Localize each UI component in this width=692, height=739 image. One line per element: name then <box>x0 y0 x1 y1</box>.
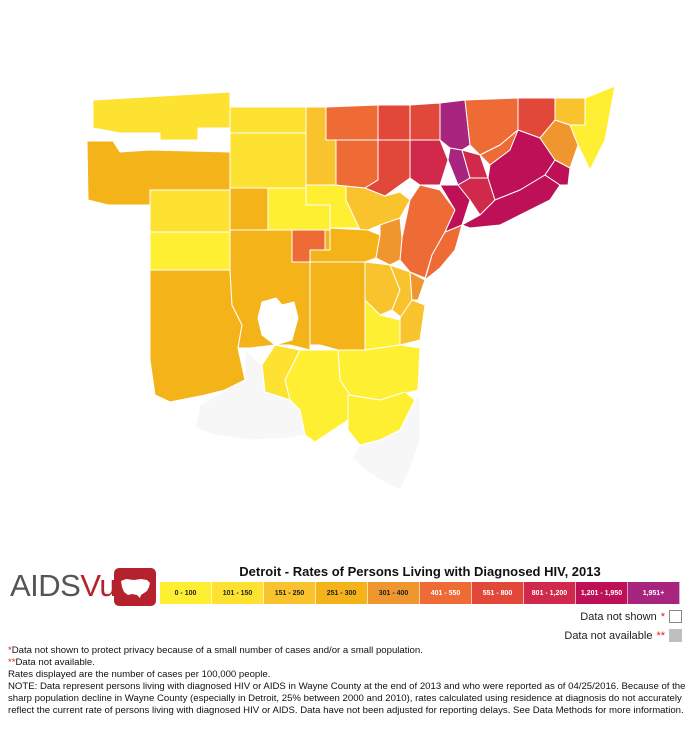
map-region-riverrouge[interactable] <box>409 271 426 301</box>
data-not-shown-mark: * <box>660 610 665 623</box>
map-region-melvin[interactable] <box>399 299 426 346</box>
map-region-nw-detroit1[interactable] <box>325 104 379 141</box>
wayne-county-map <box>87 85 616 491</box>
data-not-available-swatch <box>669 629 682 642</box>
map-region-downriver-yellow[interactable] <box>337 344 421 401</box>
legend-item: 151 - 250 <box>264 582 316 604</box>
map-region-redford[interactable] <box>229 132 307 189</box>
map-region-west-mid2[interactable] <box>149 189 231 233</box>
map-region-nw-detroit2[interactable] <box>377 104 411 141</box>
logo-wordmark: AIDSVu <box>10 568 117 604</box>
privacy-mark: * <box>8 645 12 656</box>
map-region-south-na[interactable] <box>351 394 421 491</box>
methods-note: NOTE: Data represent persons living with… <box>8 681 686 717</box>
rates-note: Rates displayed are the number of cases … <box>8 669 271 681</box>
map-region-detroit-c3[interactable] <box>409 139 449 186</box>
map-region-garden[interactable] <box>229 187 269 231</box>
data-not-available-label: Data not available <box>564 629 653 642</box>
map-region-sw-na[interactable] <box>194 349 306 441</box>
map-region-detroit-c2[interactable] <box>409 102 441 141</box>
data-not-shown-key: Data not shown * <box>580 610 682 623</box>
legend-item: 1,201 - 1,950 <box>576 582 628 604</box>
not-available-note-text: Data not available. <box>15 657 95 669</box>
privacy-note: *Data not shown to protect privacy becau… <box>8 645 688 657</box>
legend-item: 251 - 300 <box>316 582 368 604</box>
legend-item: 0 - 100 <box>160 582 212 604</box>
legend-item: 401 - 550 <box>420 582 472 604</box>
logo-aids-text: AIDS <box>10 568 81 603</box>
aidsvu-logo: AIDSVu <box>10 568 160 608</box>
legend-item: 801 - 1,200 <box>524 582 576 604</box>
footnotes: *Data not shown to protect privacy becau… <box>8 645 688 718</box>
data-not-available-mark: ** <box>656 629 665 642</box>
legend-item: 301 - 400 <box>368 582 420 604</box>
map-region-nw-detroit3[interactable] <box>335 139 379 189</box>
map-title: Detroit - Rates of Persons Living with D… <box>239 564 601 579</box>
privacy-text: Data not shown to protect privacy becaus… <box>11 645 423 656</box>
map-region-westland[interactable] <box>149 231 231 271</box>
not-available-note: **Data not available. <box>8 657 688 669</box>
map-region-grosse-pte-n[interactable] <box>569 85 616 171</box>
map-region-grosse-pte-w[interactable] <box>554 97 586 126</box>
legend-item: 101 - 150 <box>212 582 264 604</box>
data-not-shown-label: Data not shown <box>580 610 657 623</box>
map-region-hole[interactable] <box>257 297 299 346</box>
not-available-note-mark: ** <box>8 657 16 669</box>
map-region-sw-detroit3[interactable] <box>375 217 403 266</box>
map-region-nw2[interactable] <box>229 106 307 134</box>
data-not-available-key: Data not available ** <box>564 629 682 642</box>
map-region-detroit-e2[interactable] <box>461 174 561 229</box>
legend: 0 - 100 101 - 150 151 - 250 251 - 300 301 - … <box>160 582 680 604</box>
us-map-icon <box>114 568 156 606</box>
data-not-shown-swatch <box>669 610 682 623</box>
map-region-nw1[interactable] <box>92 91 231 141</box>
map-region-detroit-e3[interactable] <box>544 159 571 186</box>
logo-vu-text: Vu <box>80 568 117 603</box>
legend-item: 551 - 800 <box>472 582 524 604</box>
legend-item: 1,951+ <box>628 582 680 604</box>
map-region-dearborn[interactable] <box>309 261 366 351</box>
